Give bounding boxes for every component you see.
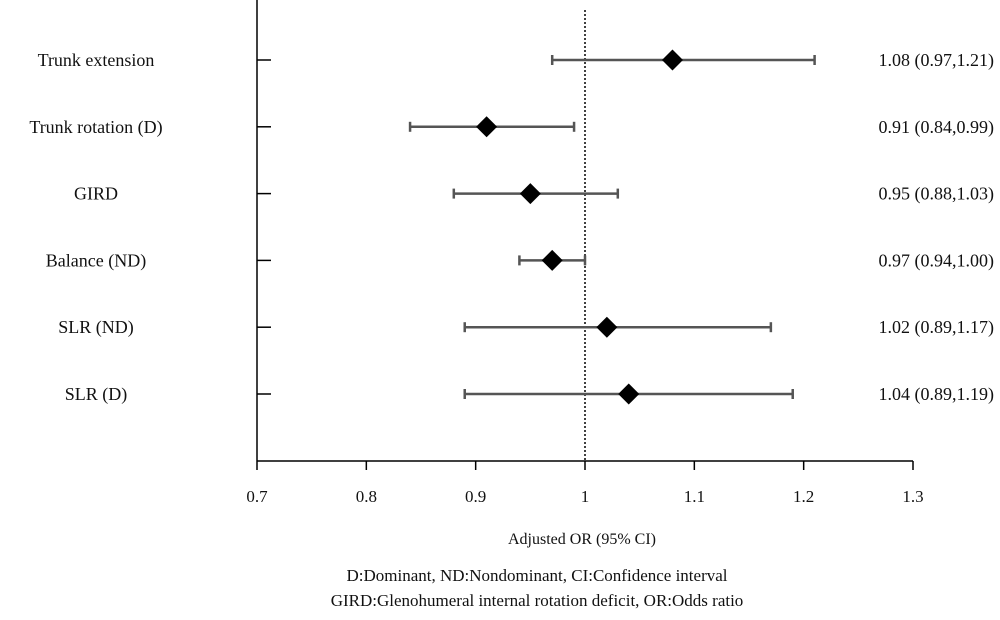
or-diamond-marker <box>618 383 640 405</box>
row-label: Balance (ND) <box>46 250 146 271</box>
or-diamond-marker <box>541 249 563 271</box>
x-tick-label: 1.2 <box>793 487 814 506</box>
or-diamond-marker <box>596 316 618 338</box>
x-tick-label: 1 <box>581 487 590 506</box>
x-tick-label: 0.7 <box>246 487 268 506</box>
labels-layer: Adjusted OR (95% CI) D:Dominant, ND:Nond… <box>29 50 994 610</box>
or-value-label: 1.08 (0.97,1.21) <box>879 50 995 71</box>
x-tick-label: 0.9 <box>465 487 486 506</box>
row-label: SLR (D) <box>65 384 128 405</box>
x-tick-label: 1.3 <box>902 487 923 506</box>
x-tick-label: 1.1 <box>684 487 705 506</box>
row-label: Trunk rotation (D) <box>29 117 162 138</box>
x-tick-label: 0.8 <box>356 487 377 506</box>
or-diamond-marker <box>476 116 498 138</box>
or-diamond-marker <box>661 49 683 71</box>
or-diamond-marker <box>519 183 541 205</box>
row-label: Trunk extension <box>38 50 155 70</box>
footnote-line-2: GIRD:Glenohumeral internal rotation defi… <box>331 591 744 610</box>
row-label: SLR (ND) <box>58 317 134 338</box>
or-value-label: 1.04 (0.89,1.19) <box>879 384 995 405</box>
footnote-line-1: D:Dominant, ND:Nondominant, CI:Confidenc… <box>346 566 727 585</box>
plot-area <box>256 0 914 470</box>
x-axis-title: Adjusted OR (95% CI) <box>508 531 656 548</box>
row-label: GIRD <box>74 184 118 204</box>
or-value-label: 0.91 (0.84,0.99) <box>879 117 995 138</box>
or-value-label: 0.97 (0.94,1.00) <box>879 250 995 271</box>
or-value-label: 0.95 (0.88,1.03) <box>879 184 995 205</box>
or-value-label: 1.02 (0.89,1.17) <box>879 317 995 338</box>
